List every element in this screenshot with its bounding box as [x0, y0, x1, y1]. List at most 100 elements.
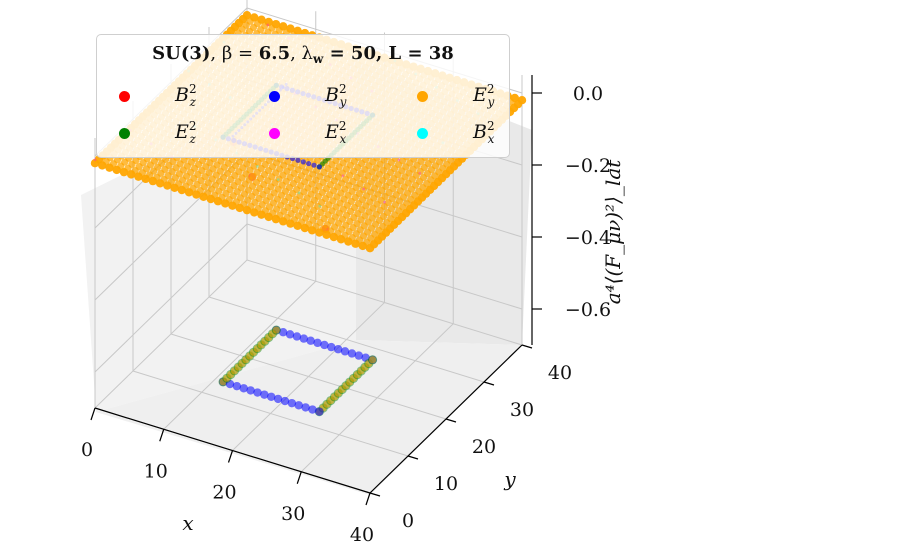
z-tick-label: −0.6	[565, 299, 611, 321]
scatter-point-B_y^2	[301, 403, 310, 412]
scatter-point-E_y^2	[278, 22, 288, 31]
scatter-point-B_y^2	[232, 381, 242, 391]
scatter-point-E_y^2	[272, 326, 280, 334]
scatter-point-B_y^2	[340, 347, 350, 356]
scatter-point-B_y^2	[292, 332, 302, 341]
legend-entry: B2x	[395, 119, 525, 146]
legend-entry: E2x	[247, 119, 377, 146]
legend-label: E2y	[473, 82, 495, 109]
scatter-point-B_y^2	[280, 396, 290, 406]
x-tick	[365, 492, 371, 506]
x-tick	[227, 450, 234, 463]
wall-grid-z	[94, 223, 523, 373]
legend-entry: B2z	[97, 82, 227, 109]
legend-title-L: L = 38	[388, 43, 454, 64]
scatter-point-E_x^2	[93, 158, 97, 162]
scatter-point-B_y^2	[320, 340, 329, 350]
scatter-point-E_y^2	[368, 356, 377, 364]
tick-labels: 0 0 10 10 20 20 30 30 40 40 0.0 −0.2 −0.4 −0.6	[81, 83, 611, 546]
x-tick	[90, 407, 96, 421]
axes	[90, 75, 542, 506]
floor-pane	[96, 340, 522, 495]
scatter-point-B_y^2	[316, 164, 322, 170]
legend-label: B2z	[175, 82, 197, 109]
scatter-point-B_x^2	[276, 178, 280, 182]
scatter-point-B_y^2	[273, 394, 283, 404]
floor-grid-y	[170, 333, 447, 420]
floor-grid-y	[208, 296, 485, 383]
scatter-point-E_y^2	[286, 24, 295, 33]
x-tick	[296, 471, 302, 484]
floor-grid-x	[300, 323, 454, 473]
scatter-point-E_x^2	[397, 158, 401, 162]
scatter-point-E_y^2	[250, 13, 259, 22]
scatter-point-E_x^2	[341, 174, 345, 178]
scatter-point-B_y^2	[294, 401, 303, 410]
y-tick-label: 0	[402, 510, 414, 532]
legend-label: E2x	[325, 119, 347, 146]
z-axis-label: a⁴⟨(F_μν)²⟩_lat	[601, 159, 625, 305]
x-tick-label: 10	[144, 460, 168, 482]
scatter-point-B_y^2	[287, 398, 297, 408]
scatter-point-B_y^2	[253, 388, 262, 397]
y-axis-label: y	[503, 467, 516, 491]
scatter-point-B_y^2	[333, 345, 343, 354]
loop-scatter	[218, 325, 378, 417]
scatter-point-B_y^2	[308, 405, 317, 414]
scatter-point-E_x^2	[418, 171, 422, 175]
scatter-point-B_y^2	[267, 392, 276, 401]
z-tick-label: −0.4	[565, 227, 611, 249]
scatter-point-E_y^2	[242, 11, 252, 20]
z-tick-label: 0.0	[573, 83, 603, 105]
scatter-point-E_y^2	[271, 19, 281, 29]
scatter-point-B_y^2	[327, 342, 336, 352]
scatter-point-E_y^2	[264, 17, 273, 27]
legend-label: B2x	[473, 119, 495, 146]
legend-entry: E2z	[97, 119, 227, 146]
y-tick	[445, 418, 457, 423]
z-tick-label: −0.2	[565, 155, 611, 177]
y-tick-label: 40	[548, 362, 572, 384]
y-tick-label: 10	[434, 473, 458, 495]
legend: SU(3), β = 6.5, λw = 50, L = 38 B2z B2y E2…	[96, 34, 510, 158]
scatter-point-B_y^2	[300, 159, 306, 165]
legend-title: SU(3), β = 6.5, λw = 50, L = 38	[97, 43, 509, 66]
y-tick	[483, 381, 495, 386]
scatter-point-B_y^2	[313, 338, 322, 348]
scatter-point-B_y^2	[260, 390, 269, 399]
legend-title-beta-label: , β =	[210, 43, 259, 64]
scatter-point-B_y^2	[225, 379, 235, 389]
scatter-point-B_x^2	[297, 191, 301, 195]
x-tick	[159, 429, 165, 442]
scatter-point-E_x^2	[266, 23, 270, 27]
x-tick-label: 30	[281, 503, 305, 525]
legend-marker	[119, 91, 130, 102]
scatter-point-B_y^2	[239, 384, 248, 393]
legend-marker	[417, 91, 428, 102]
legend-marker	[119, 128, 130, 139]
legend-title-lambda: , λ	[290, 43, 313, 64]
legend-marker	[269, 91, 280, 102]
y-tick	[407, 455, 419, 460]
legend-marker	[269, 128, 280, 139]
y-tick-label: 20	[472, 436, 496, 458]
x-axis-label: x	[182, 511, 193, 535]
legend-title-lambda-sub: w	[312, 52, 324, 66]
y-tick	[369, 492, 381, 497]
scatter-point-E_y^2	[517, 96, 527, 105]
x-tick-label: 0	[81, 439, 93, 461]
scatter-point-B_y^2	[306, 336, 315, 345]
scatter-point-B_y^2	[311, 162, 317, 168]
x-tick-label: 20	[212, 482, 236, 504]
scatter-point-B_y^2	[361, 353, 370, 362]
scatter-point-B_y^2	[315, 407, 324, 416]
scatter-point-B_y^2	[295, 157, 301, 163]
legend-title-lambda-val: = 50,	[323, 43, 389, 64]
scatter-point-B_x^2	[255, 165, 259, 168]
scatter-point-E_y^2	[257, 15, 266, 24]
legend-entry: B2y	[247, 82, 377, 109]
scatter-point-B_y^2	[306, 160, 312, 167]
scatter-point-B_y^2	[285, 330, 295, 339]
legend-entry: E2y	[395, 82, 525, 109]
scatter-point-B_x^2	[318, 204, 322, 208]
